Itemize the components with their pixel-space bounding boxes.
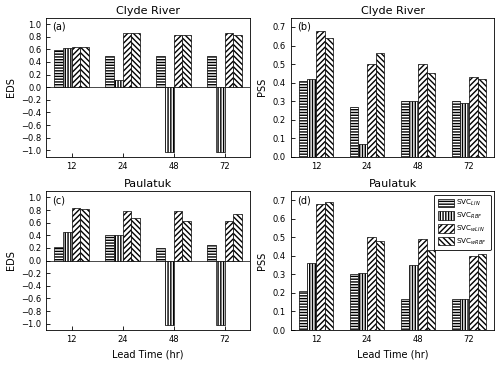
- Bar: [156, 55, 165, 87]
- Bar: [358, 273, 367, 330]
- Y-axis label: PSS: PSS: [257, 78, 267, 96]
- Bar: [72, 208, 80, 261]
- Bar: [114, 80, 122, 87]
- Bar: [233, 35, 242, 87]
- Bar: [106, 235, 114, 261]
- Bar: [182, 35, 191, 87]
- Bar: [216, 261, 224, 325]
- Bar: [122, 33, 132, 87]
- Bar: [426, 73, 436, 157]
- Bar: [410, 265, 418, 330]
- Title: Clyde River: Clyde River: [116, 5, 180, 16]
- Text: (c): (c): [52, 195, 66, 205]
- Text: (d): (d): [297, 195, 310, 205]
- Bar: [418, 239, 426, 330]
- Bar: [106, 55, 114, 87]
- Bar: [376, 241, 384, 330]
- Bar: [132, 33, 140, 87]
- Y-axis label: PSS: PSS: [257, 251, 267, 270]
- Bar: [426, 250, 436, 330]
- Bar: [182, 222, 191, 261]
- Title: Paulatuk: Paulatuk: [368, 179, 416, 189]
- Title: Clyde River: Clyde River: [360, 5, 424, 16]
- Bar: [325, 202, 334, 330]
- Bar: [80, 47, 89, 87]
- Bar: [325, 38, 334, 157]
- Bar: [460, 103, 469, 157]
- Bar: [299, 291, 308, 330]
- Bar: [350, 274, 358, 330]
- X-axis label: Lead Time (hr): Lead Time (hr): [357, 349, 428, 360]
- Bar: [132, 218, 140, 261]
- Bar: [418, 64, 426, 157]
- Bar: [63, 232, 72, 261]
- Bar: [174, 35, 182, 87]
- Text: (a): (a): [52, 22, 66, 32]
- Bar: [316, 31, 325, 157]
- Bar: [224, 221, 233, 261]
- Bar: [452, 299, 460, 330]
- Title: Paulatuk: Paulatuk: [124, 179, 172, 189]
- Bar: [299, 81, 308, 157]
- Bar: [114, 235, 122, 261]
- Bar: [207, 245, 216, 261]
- Bar: [308, 263, 316, 330]
- Bar: [233, 214, 242, 261]
- Bar: [350, 107, 358, 157]
- Bar: [156, 248, 165, 261]
- Y-axis label: EDS: EDS: [6, 251, 16, 270]
- Bar: [207, 55, 216, 87]
- Y-axis label: EDS: EDS: [6, 77, 16, 97]
- Bar: [469, 77, 478, 157]
- Bar: [376, 53, 384, 157]
- Bar: [54, 247, 63, 261]
- Bar: [63, 48, 72, 87]
- Bar: [72, 47, 80, 87]
- Bar: [410, 101, 418, 157]
- X-axis label: Lead Time (hr): Lead Time (hr): [112, 349, 184, 360]
- Bar: [216, 87, 224, 151]
- Bar: [165, 261, 173, 325]
- Bar: [367, 64, 376, 157]
- Bar: [80, 209, 89, 261]
- Bar: [122, 211, 132, 261]
- Legend: SVC$_{LIN}$, SVC$_{RBF}$, SVC$_{wLIN}$, SVC$_{wRBF}$: SVC$_{LIN}$, SVC$_{RBF}$, SVC$_{wLIN}$, …: [434, 195, 491, 250]
- Bar: [460, 299, 469, 330]
- Bar: [224, 33, 233, 87]
- Bar: [478, 79, 486, 157]
- Bar: [165, 87, 173, 151]
- Bar: [308, 79, 316, 157]
- Bar: [316, 204, 325, 330]
- Bar: [400, 299, 409, 330]
- Bar: [174, 211, 182, 261]
- Bar: [367, 237, 376, 330]
- Bar: [400, 101, 409, 157]
- Bar: [358, 144, 367, 157]
- Bar: [478, 254, 486, 330]
- Bar: [54, 50, 63, 87]
- Bar: [452, 101, 460, 157]
- Bar: [469, 256, 478, 330]
- Text: (b): (b): [297, 22, 310, 32]
